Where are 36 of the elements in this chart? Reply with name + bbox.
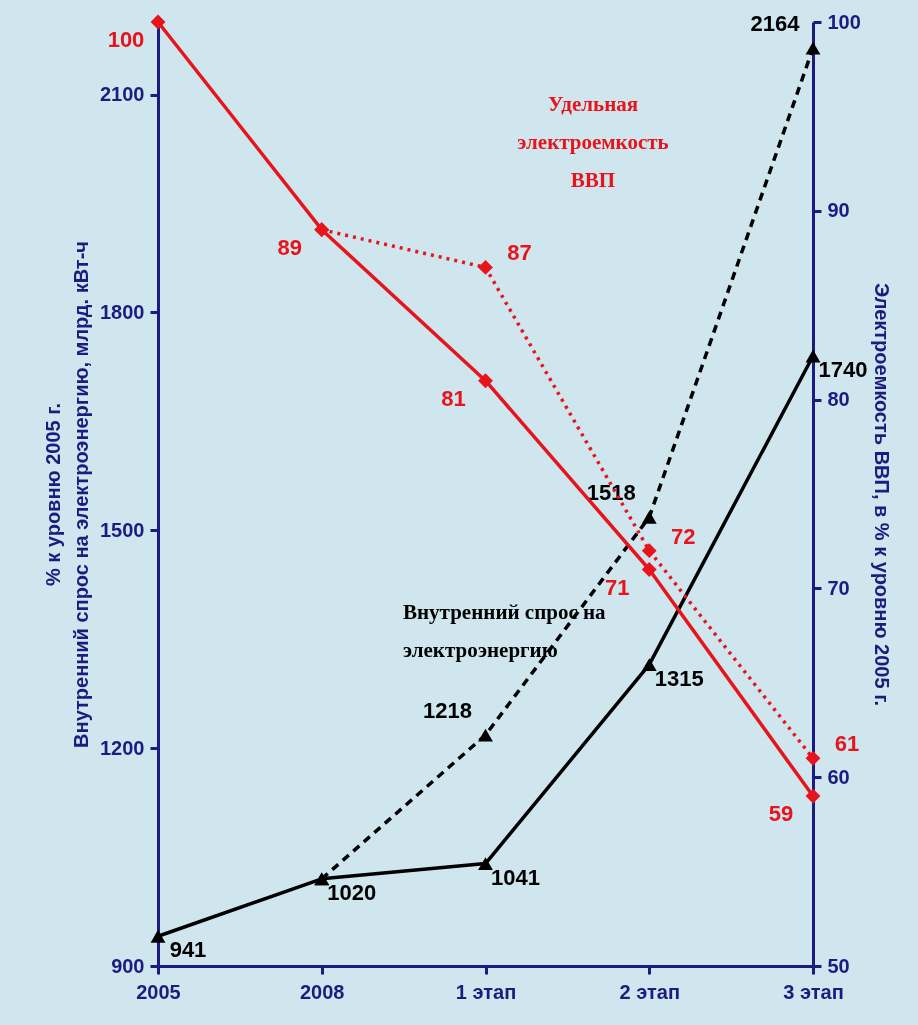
y2-axis-title: Электроемкость ВВП, в % к уровню 2005 г. (870, 282, 893, 707)
y2-tick-label: 80 (827, 388, 850, 411)
x-tick-label: 2008 (300, 980, 345, 1003)
data-label: 1041 (491, 864, 540, 890)
y2-tick-label: 60 (827, 765, 850, 788)
data-label: 61 (834, 731, 860, 757)
y2-tick-label: 90 (827, 199, 850, 222)
data-label: 2164 (750, 11, 801, 37)
data-label: 1740 (818, 357, 868, 383)
y-tick-label: 1200 (100, 736, 145, 759)
data-label: 81 (441, 385, 466, 411)
data-label: 59 (768, 801, 794, 827)
x-tick-label: 1 этап (455, 980, 517, 1003)
y-tick-label: 2100 (100, 83, 145, 106)
data-label: 89 (277, 234, 302, 260)
data-label: 1518 (586, 480, 636, 506)
annotation: Внутренний спрос на электроэнергию (403, 600, 607, 662)
y-tick-label: 1800 (100, 300, 145, 323)
x-tick-label: 2005 (136, 980, 181, 1003)
data-label: 1020 (327, 879, 377, 905)
y2-tick-label: 100 (827, 10, 861, 33)
y2-tick-label: 70 (827, 576, 850, 599)
x-tick-label: 2 этап (619, 980, 680, 1003)
y-tick-label: 1500 (100, 518, 145, 541)
y2-tick-label: 50 (827, 954, 850, 977)
data-label: 72 (671, 523, 696, 549)
data-label: 941 (169, 937, 207, 963)
y-tick-label: 900 (111, 954, 145, 977)
x-tick-label: 3 этап (783, 980, 844, 1003)
data-label: 87 (507, 240, 532, 266)
y-axis-title: % к уровню 2005 г. Внутренний спрос на электроэнергию, млрд. кВт-ч (42, 241, 93, 748)
data-label: 71 (605, 574, 630, 600)
data-label: 1218 (423, 698, 472, 724)
data-label: 100 (107, 27, 145, 52)
annotation: Удельная электроемкость ВВП (517, 92, 669, 192)
data-label: 1315 (654, 665, 704, 691)
